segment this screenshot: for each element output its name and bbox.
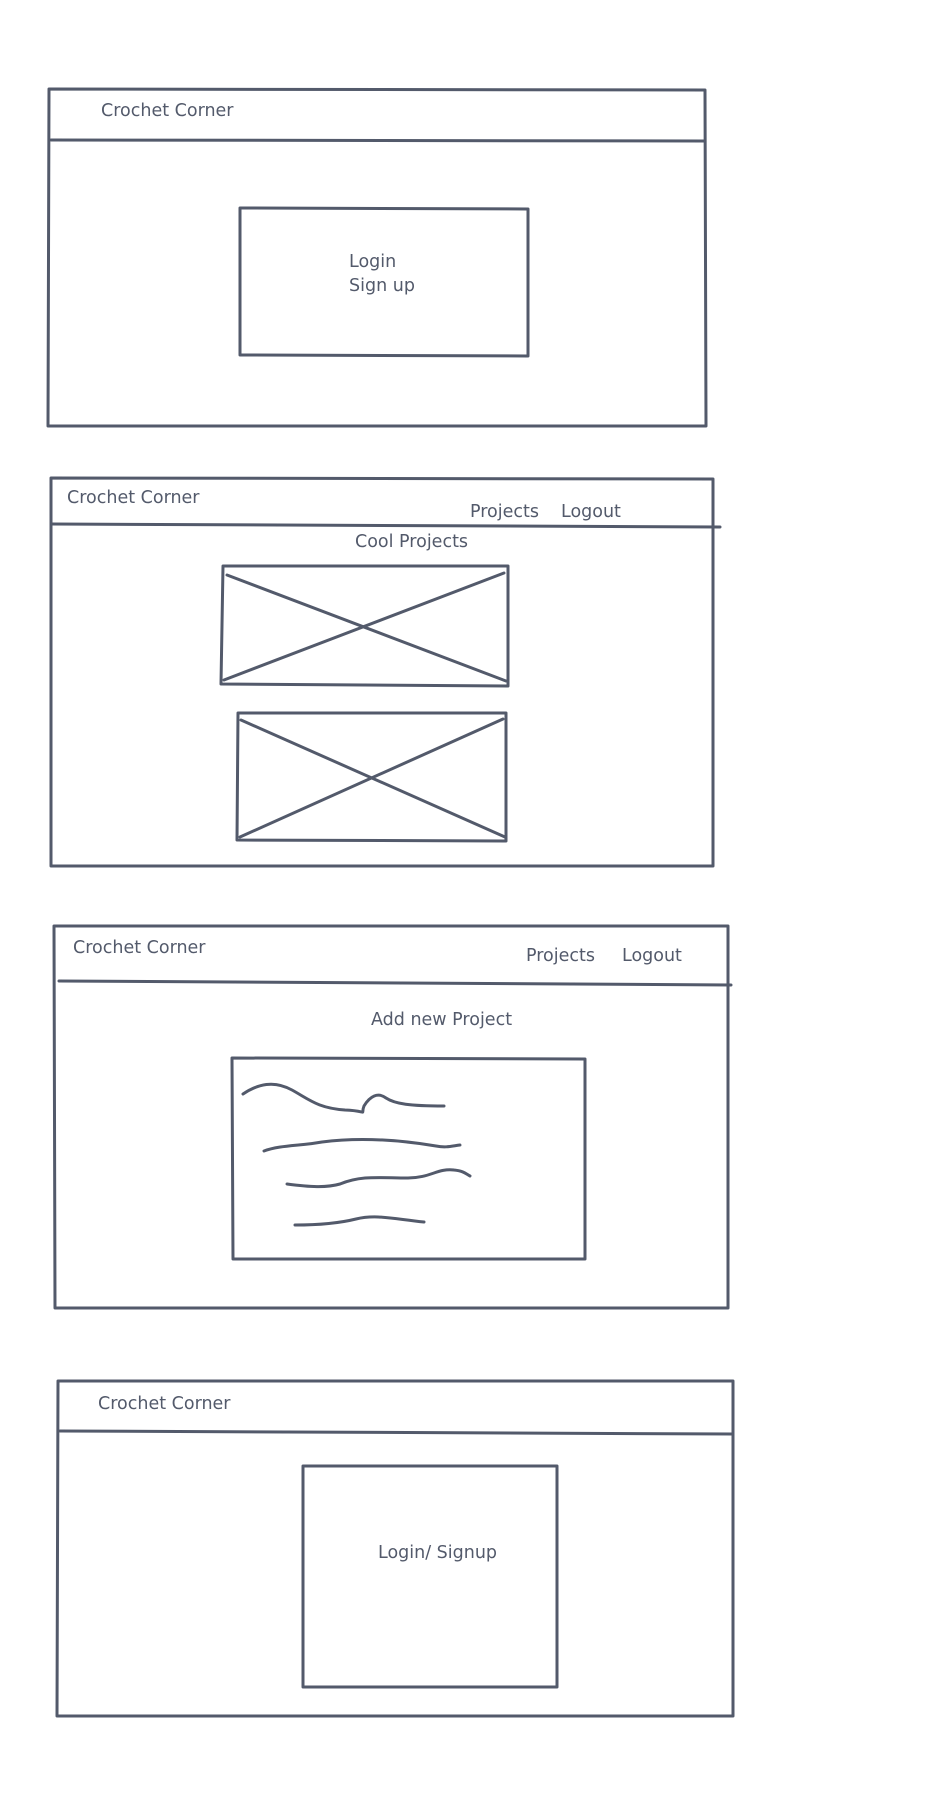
brand-title: Crochet Corner xyxy=(98,1394,231,1414)
project-form-panel xyxy=(230,1056,587,1261)
window-outline xyxy=(55,1379,735,1718)
image-placeholder xyxy=(219,564,510,688)
signup-link[interactable]: Sign up xyxy=(349,275,415,296)
window-outline xyxy=(52,924,730,1310)
auth-options: Login Sign up xyxy=(349,252,415,296)
brand-title: Crochet Corner xyxy=(101,101,234,121)
brand-title: Crochet Corner xyxy=(73,938,206,958)
form-text-placeholder xyxy=(241,1082,472,1227)
brand-title: Crochet Corner xyxy=(67,488,200,508)
image-placeholder xyxy=(235,711,508,843)
header-divider xyxy=(57,979,733,987)
section-heading: Cool Projects xyxy=(355,532,469,552)
nav-link-logout[interactable]: Logout xyxy=(622,946,682,966)
frame-login-start xyxy=(46,87,708,428)
nav-link-logout[interactable]: Logout xyxy=(561,502,621,522)
frame-add-project xyxy=(52,924,733,1310)
nav-link-projects[interactable]: Projects xyxy=(526,946,595,966)
window-outline xyxy=(49,476,715,868)
header-divider xyxy=(58,1429,735,1436)
frame-projects-list xyxy=(49,476,722,868)
auth-panel xyxy=(238,206,530,358)
header-divider xyxy=(49,138,707,143)
login-signup-link[interactable]: Login/ Signup xyxy=(378,1543,498,1563)
nav-link-projects[interactable]: Projects xyxy=(470,502,539,522)
frame-login-signup xyxy=(55,1379,735,1718)
auth-panel xyxy=(301,1464,559,1689)
section-heading: Add new Project xyxy=(371,1010,513,1030)
login-link[interactable]: Login xyxy=(349,252,397,272)
header-divider xyxy=(49,522,722,529)
window-outline xyxy=(46,87,708,428)
